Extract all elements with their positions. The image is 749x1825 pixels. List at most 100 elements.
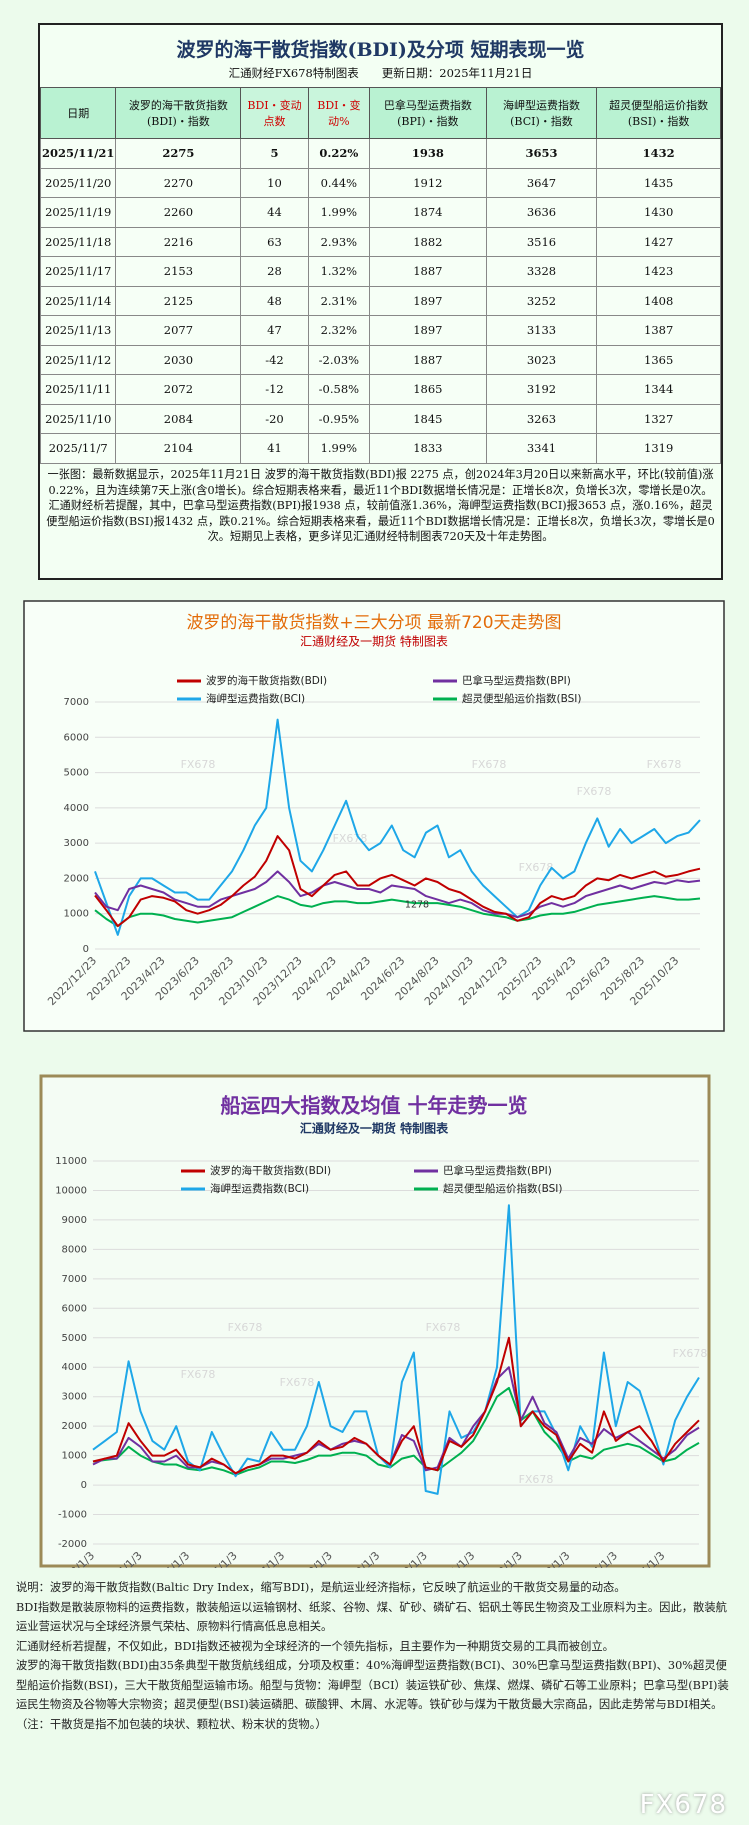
y-tick-label: 7000	[64, 697, 89, 708]
chart-title: 波罗的海干散货指数+三大分项 最新720天走势图	[186, 613, 561, 633]
table-cell: 2025/11/20	[39, 167, 117, 198]
table-cell: 3023	[485, 344, 598, 375]
series-line	[92, 1336, 700, 1475]
table-cell: 2025/11/21	[39, 138, 117, 169]
table-cell: 3328	[485, 256, 598, 287]
series-line	[92, 1366, 700, 1475]
table-cell: 2025/11/10	[39, 403, 117, 434]
table-cell: -12	[240, 374, 309, 405]
watermark: FX678	[280, 1376, 315, 1389]
summary-text: 一张图：最新数据显示，2025年11月21日 波罗的海干散货指数(BDI)报 2…	[46, 468, 715, 543]
y-tick-label: 2000	[64, 873, 89, 884]
table-cell: 2270	[115, 167, 242, 198]
legend-label: 海岬型运费指数(BCI)	[210, 1182, 309, 1195]
table-row: 2025/11/19 2260 44 1.99% 1874 3636 1430	[39, 197, 721, 228]
table-cell: 1327	[596, 403, 721, 434]
watermark: FX678	[472, 758, 507, 771]
watermark: FX678	[181, 1368, 216, 1381]
table-cell: 1387	[596, 315, 721, 346]
table-cell: 3192	[485, 374, 598, 405]
table-cell: 1865	[369, 374, 487, 405]
table-cell: 28	[240, 256, 309, 287]
column-header: 海岬型运费指数(BCI)・指数	[485, 87, 598, 139]
table-row: 2025/11/17 2153 28 1.32% 1887 3328 1423	[39, 256, 721, 287]
table-cell: 1845	[369, 403, 487, 434]
y-tick-label: 6000	[64, 732, 89, 743]
table-cell: 3636	[485, 197, 598, 228]
table-cell: 2025/11/19	[39, 197, 117, 228]
table-cell: 1319	[596, 433, 721, 464]
table-cell: 3252	[485, 285, 598, 316]
table-row: 2025/11/18 2216 63 2.93% 1882 3516 1427	[39, 226, 721, 257]
table-cell: 2025/11/11	[39, 374, 117, 405]
table-cell: 1874	[369, 197, 487, 228]
table-cell: 0.22%	[307, 138, 371, 169]
legend-label: 波罗的海干散货指数(BDI)	[210, 1164, 331, 1177]
table-cell: 10	[240, 167, 309, 198]
chart-subtitle: 汇通财经及一期货 特制图表	[300, 1121, 449, 1136]
table-cell: 1423	[596, 256, 721, 287]
table-cell: 63	[240, 226, 309, 257]
legend-label: 海岬型运费指数(BCI)	[206, 692, 305, 705]
table-cell: 2025/11/13	[39, 315, 117, 346]
table-cell: 2025/11/7	[39, 433, 117, 464]
series-line	[94, 870, 701, 919]
table-cell: 3653	[485, 138, 598, 169]
y-tick-label: 6000	[62, 1303, 87, 1314]
table-subtitle: 汇通财经FX678特制图表 更新日期：2025年11月21日	[228, 66, 533, 80]
table-cell: 2.93%	[307, 226, 371, 257]
table-cell: 1.99%	[307, 197, 371, 228]
table-cell: -0.95%	[307, 403, 371, 434]
table-cell: 47	[240, 315, 309, 346]
series-line	[92, 1386, 700, 1476]
table-cell: 2025/11/14	[39, 285, 117, 316]
column-header: 巴拿马型运费指数(BPI)・指数	[369, 87, 487, 139]
footer-logo: FX678	[639, 1790, 727, 1820]
annotation: 1278	[405, 900, 429, 911]
y-tick-label: 3000	[62, 1392, 87, 1403]
y-tick-label: 8000	[62, 1244, 87, 1255]
table-row: 2025/11/12 2030 -42 -2.03% 1887 3023 1365	[39, 344, 721, 375]
chart-frame	[39, 1074, 711, 1568]
table-cell: 1.99%	[307, 433, 371, 464]
legend-label: 巴拿马型运费指数(BPI)	[443, 1164, 552, 1177]
note-paragraph: 说明：波罗的海干散货指数(Baltic Dry Index，缩写BDI)，是航运…	[16, 1581, 626, 1594]
legend-label: 波罗的海干散货指数(BDI)	[206, 674, 327, 687]
watermark: FX678	[426, 1321, 461, 1334]
y-tick-label: 9000	[62, 1215, 87, 1226]
table-cell: 1887	[369, 344, 487, 375]
table-cell: 48	[240, 285, 309, 316]
table-cell: 0.44%	[307, 167, 371, 198]
note-paragraph: 汇通财经析若提醒，不仅如此，BDI指数还被视为全球经济的一个领先指标，且主要作为…	[16, 1639, 614, 1653]
y-tick-label: 1000	[62, 1451, 87, 1462]
table-cell: 41	[240, 433, 309, 464]
table-cell: 1887	[369, 256, 487, 287]
y-tick-label: 7000	[62, 1274, 87, 1285]
y-tick-label: 4000	[62, 1362, 87, 1373]
column-header: 波罗的海干散货指数(BDI)・指数	[115, 87, 242, 139]
column-header: BDI・变动%	[307, 87, 371, 139]
y-tick-label: 0	[81, 1480, 87, 1491]
table-cell: 2084	[115, 403, 242, 434]
table-cell: 3263	[485, 403, 598, 434]
table-cell: 1435	[596, 167, 721, 198]
watermark: FX678	[519, 1473, 554, 1486]
watermark: FX678	[577, 785, 612, 798]
table-cell: 1.32%	[307, 256, 371, 287]
header-row: 日期 波罗的海干散货指数(BDI)・指数 BDI・变动点数 BDI・变动% 巴拿马型运费…	[39, 87, 721, 139]
column-header: 超灵便型船运价指数(BSI)・指数	[596, 87, 721, 139]
table-cell: 3647	[485, 167, 598, 198]
table-cell: 1427	[596, 226, 721, 257]
table-cell: 3516	[485, 226, 598, 257]
table-cell: 1833	[369, 433, 487, 464]
column-header: 日期	[39, 87, 117, 139]
y-tick-label: 2000	[62, 1421, 87, 1432]
watermark: FX678	[519, 861, 554, 874]
y-tick-label: -1000	[58, 1510, 87, 1521]
summary-panel: 波罗的海干散货指数(BDI)及分项 短期表现一览 汇通财经FX678特制图表 更…	[38, 23, 723, 580]
table-cell: 1882	[369, 226, 487, 257]
table-cell: 2104	[115, 433, 242, 464]
table-cell: 2025/11/12	[39, 344, 117, 375]
